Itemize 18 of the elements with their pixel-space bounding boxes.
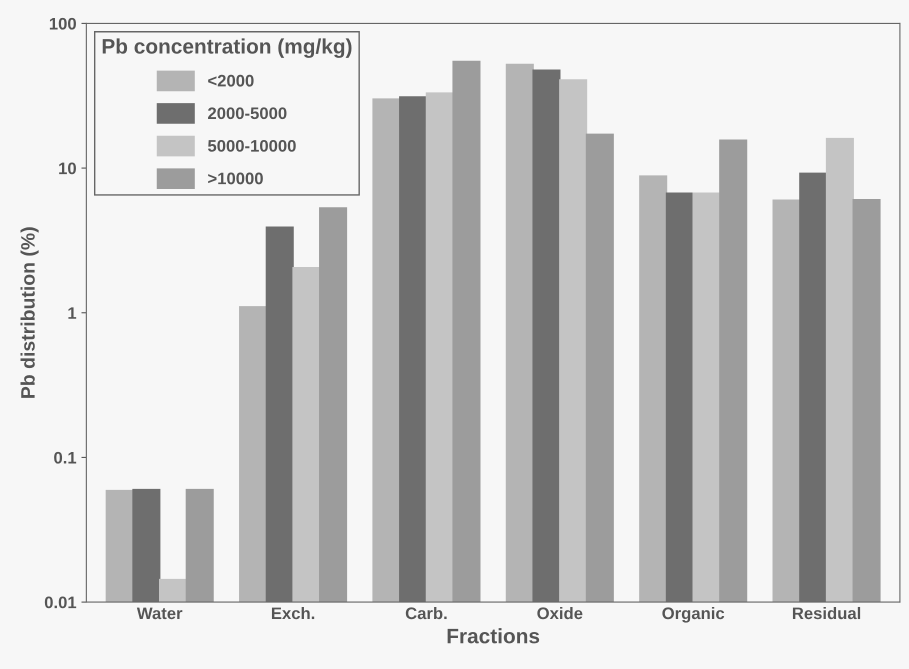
legend-title: Pb concentration (mg/kg) — [102, 38, 352, 58]
legend-label: 2000-5000 — [208, 107, 286, 120]
y-tick-label: 10 — [59, 162, 76, 174]
y-tick-label: 100 — [50, 18, 76, 30]
x-tick-label: Exch. — [272, 606, 314, 620]
x-tick-label: Organic — [662, 606, 724, 623]
legend-label: >10000 — [208, 172, 263, 184]
x-tick-label: Oxide — [537, 606, 582, 620]
y-axis-title: Pb distribution (%) — [20, 227, 39, 398]
legend-label: <2000 — [208, 74, 254, 87]
y-tick-label: 0.1 — [54, 452, 76, 464]
legend-label: 5000-10000 — [208, 140, 296, 152]
y-tick-label: 0.01 — [44, 596, 76, 608]
x-tick-label: Water — [136, 608, 182, 620]
x-axis-title: Fractions — [448, 628, 540, 644]
x-tick-label: Carb. — [406, 606, 447, 620]
y-tick-label: 1 — [68, 307, 76, 319]
x-tick-label: Residual — [792, 606, 860, 620]
